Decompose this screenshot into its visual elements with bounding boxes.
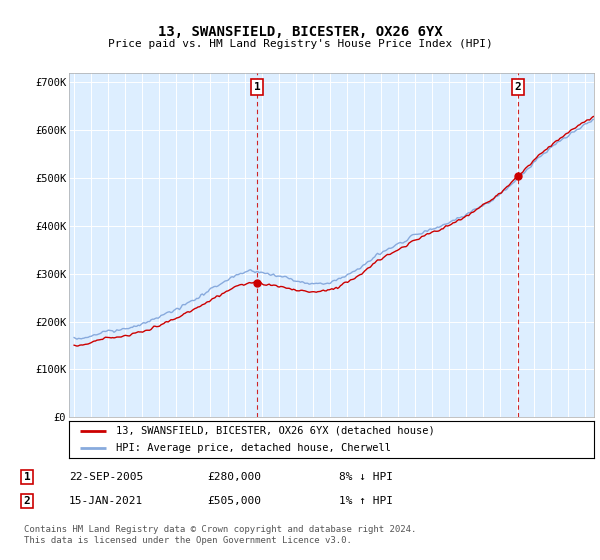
Text: 8% ↓ HPI: 8% ↓ HPI — [339, 472, 393, 482]
Text: £505,000: £505,000 — [207, 496, 261, 506]
Text: 13, SWANSFIELD, BICESTER, OX26 6YX (detached house): 13, SWANSFIELD, BICESTER, OX26 6YX (deta… — [116, 426, 435, 436]
Text: 2: 2 — [23, 496, 31, 506]
Text: 1% ↑ HPI: 1% ↑ HPI — [339, 496, 393, 506]
Text: 1: 1 — [23, 472, 31, 482]
Text: 13, SWANSFIELD, BICESTER, OX26 6YX: 13, SWANSFIELD, BICESTER, OX26 6YX — [158, 25, 442, 39]
Text: HPI: Average price, detached house, Cherwell: HPI: Average price, detached house, Cher… — [116, 443, 391, 452]
Text: 1: 1 — [254, 82, 260, 92]
Text: Price paid vs. HM Land Registry's House Price Index (HPI): Price paid vs. HM Land Registry's House … — [107, 39, 493, 49]
Text: 2: 2 — [515, 82, 521, 92]
Text: Contains HM Land Registry data © Crown copyright and database right 2024.
This d: Contains HM Land Registry data © Crown c… — [24, 525, 416, 545]
Text: £280,000: £280,000 — [207, 472, 261, 482]
Text: 22-SEP-2005: 22-SEP-2005 — [69, 472, 143, 482]
Text: 15-JAN-2021: 15-JAN-2021 — [69, 496, 143, 506]
